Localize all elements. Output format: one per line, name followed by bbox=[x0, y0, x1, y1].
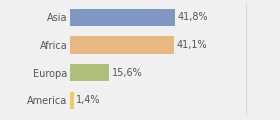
Text: 1,4%: 1,4% bbox=[76, 95, 101, 105]
Bar bbox=[70, 64, 109, 81]
Bar bbox=[70, 92, 74, 109]
Text: 41,8%: 41,8% bbox=[178, 12, 209, 22]
Text: 15,6%: 15,6% bbox=[112, 68, 143, 78]
Text: 41,1%: 41,1% bbox=[176, 40, 207, 50]
Bar bbox=[70, 9, 175, 26]
Bar bbox=[70, 36, 174, 54]
